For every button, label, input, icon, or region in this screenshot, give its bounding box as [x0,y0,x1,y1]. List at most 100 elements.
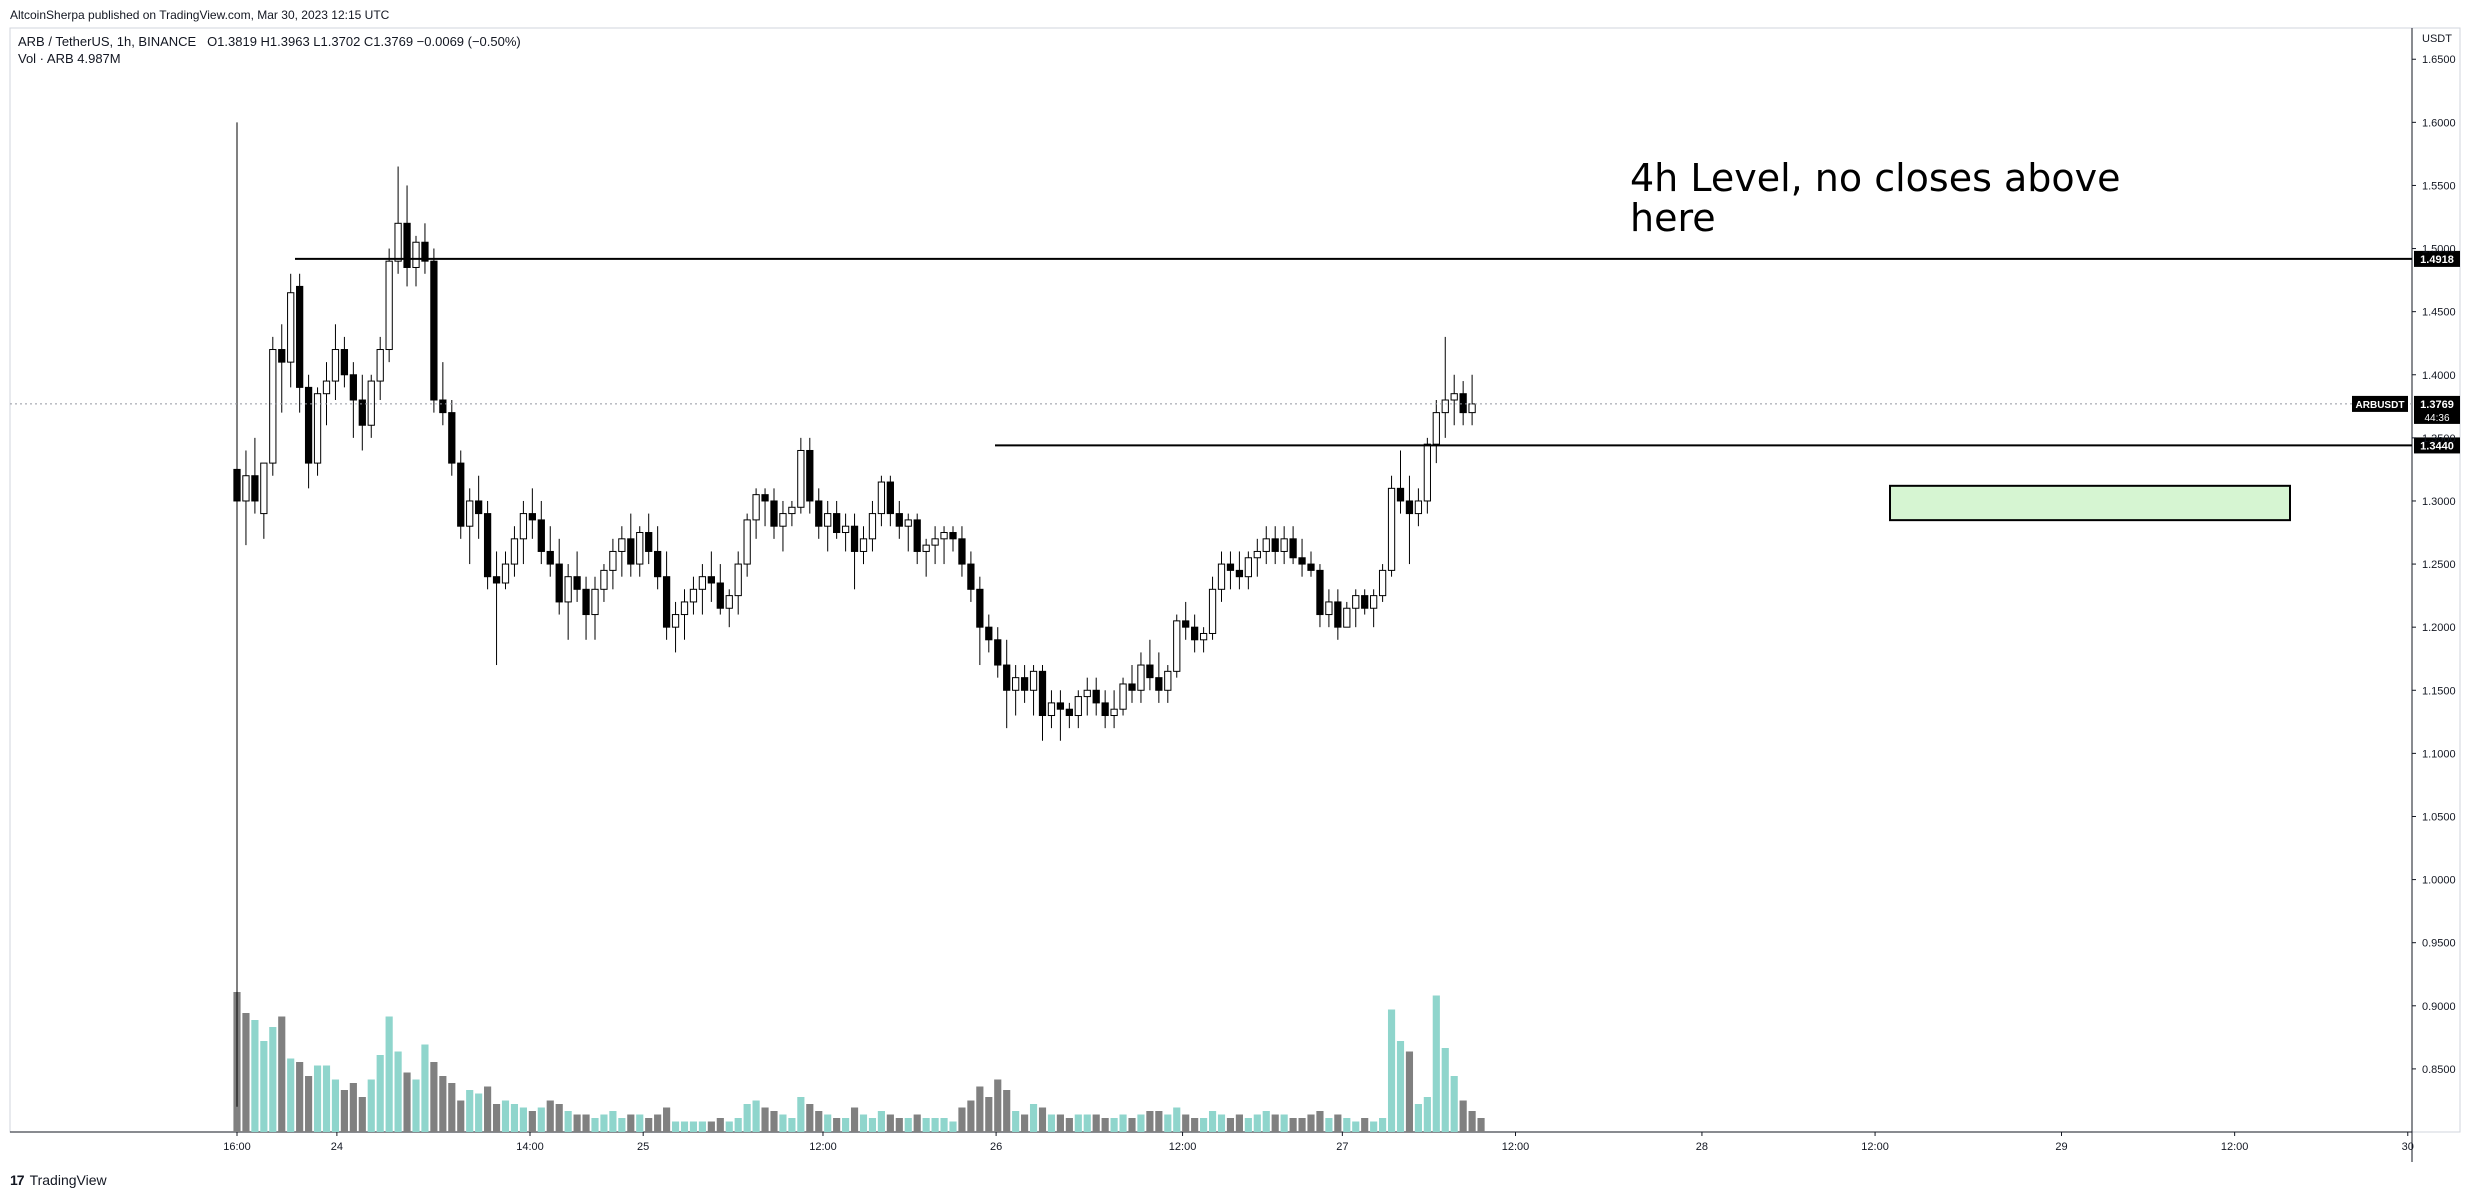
volume-bar [305,1076,313,1132]
volume-bar [1038,1107,1047,1132]
volume-bar [985,1097,993,1132]
candle-body [654,550,662,578]
candle-body [833,513,841,534]
volume-bar [1208,1111,1217,1132]
candle-body [358,399,366,426]
candle-body [421,241,429,262]
candle-body [1441,399,1449,414]
volume-bar [394,1051,402,1132]
volume-bar [1459,1100,1467,1132]
candle-body [466,500,474,527]
volume-bar [475,1093,483,1132]
candle-body [1056,702,1065,710]
candle-body [1361,595,1369,609]
volume-bar [1325,1118,1333,1132]
candle-body [564,576,572,603]
candle-body [922,544,930,552]
candle-body [931,538,939,546]
time-axis[interactable]: 16:00 24 14:00 25 12:00 26 12:00 27 12:00 28 12:00… [223,1132,2474,1153]
volume-bar [967,1100,975,1132]
y-tick-label: 0.9000 [2422,1001,2456,1013]
x-tick-label: 12:00 [1169,1141,1197,1153]
volume-bar [752,1100,760,1132]
volume-bar [448,1083,456,1132]
candle-body [976,588,984,628]
candle-body [1271,538,1279,552]
quote-currency-label: USDT [2422,33,2452,45]
candle-body [1110,708,1118,717]
candle-body [734,563,742,597]
volume-bar [1316,1111,1324,1132]
volume-bar [313,1065,322,1132]
candle-body [868,513,877,540]
candle-body [1253,550,1261,559]
y-tick-label: 1.6000 [2422,117,2456,129]
candle-body [412,241,420,268]
volume-bar [1235,1114,1243,1132]
volume-bar [1307,1114,1315,1132]
candle-body [1298,557,1306,565]
candle-body [1414,500,1423,515]
candle-body [1289,538,1297,559]
volume-bar [1352,1121,1360,1132]
publisher-line: AltcoinSherpa published on TradingView.c… [10,8,390,22]
candle-body [1155,677,1163,691]
candle-body [1083,689,1091,698]
volume-bar [1361,1118,1369,1132]
candle-body [1468,403,1476,414]
volume-bar [689,1121,698,1132]
volume-bar [1200,1118,1208,1132]
volume-bar [913,1114,921,1132]
volume-bar [824,1114,832,1132]
x-tick-label: 24 [331,1141,343,1153]
candle-body [340,349,349,376]
candle-body [269,349,277,464]
y-tick-label: 1.5000 [2422,244,2456,256]
candle-body [331,349,340,382]
volume-bar [546,1100,554,1132]
volume-bar [654,1114,662,1132]
candle-body [546,550,554,565]
candle-body [743,519,751,565]
candle-body [1173,620,1181,672]
volume-bar [886,1114,894,1132]
y-tick-label: 1.4500 [2422,307,2456,319]
symbol-name[interactable]: ARB / TetherUS, 1h, BINANCE [18,34,197,49]
candle-body [645,532,653,552]
candle-body [689,588,698,603]
volume-bar [376,1055,384,1132]
candle-body [725,595,733,609]
candle-body [1191,626,1199,641]
candle-body [1119,683,1127,710]
candle-body [1003,664,1011,691]
candle-body [716,582,724,609]
level-price-label: 1.3440 [2420,440,2454,452]
footer-brand[interactable]: 17 TradingView [10,1172,107,1188]
candle-body [1217,563,1226,590]
volume-bar [850,1107,859,1132]
volume-bar [1056,1114,1064,1132]
volume-bar [564,1111,572,1132]
candle-body [841,525,850,534]
volume-bar [287,1058,295,1132]
volume-bar [1003,1090,1011,1132]
level-price-label: 1.4918 [2420,254,2454,266]
volume-bar [269,1027,277,1132]
candle-body [448,412,456,464]
candle-body [1378,569,1387,597]
candle-body [1208,588,1217,634]
candle-body [1074,696,1082,717]
candle-body [367,380,375,426]
candle-body [609,550,617,571]
volume-bar [1083,1114,1091,1132]
volume-legend[interactable]: Vol · ARB 4.987M [18,51,121,66]
volume-bar [1477,1118,1485,1132]
volume-bar [1450,1076,1458,1132]
candle-body [287,292,295,363]
level-price-label-bg [2414,250,2460,267]
price-axis[interactable]: USDT 1.6500 1.6000 1.5500 1.5000 1.4500 1.4000… [2412,33,2456,1076]
volume-bar [1226,1118,1235,1132]
bar-countdown: 44:36 [2424,413,2449,424]
candle-body [233,468,241,502]
